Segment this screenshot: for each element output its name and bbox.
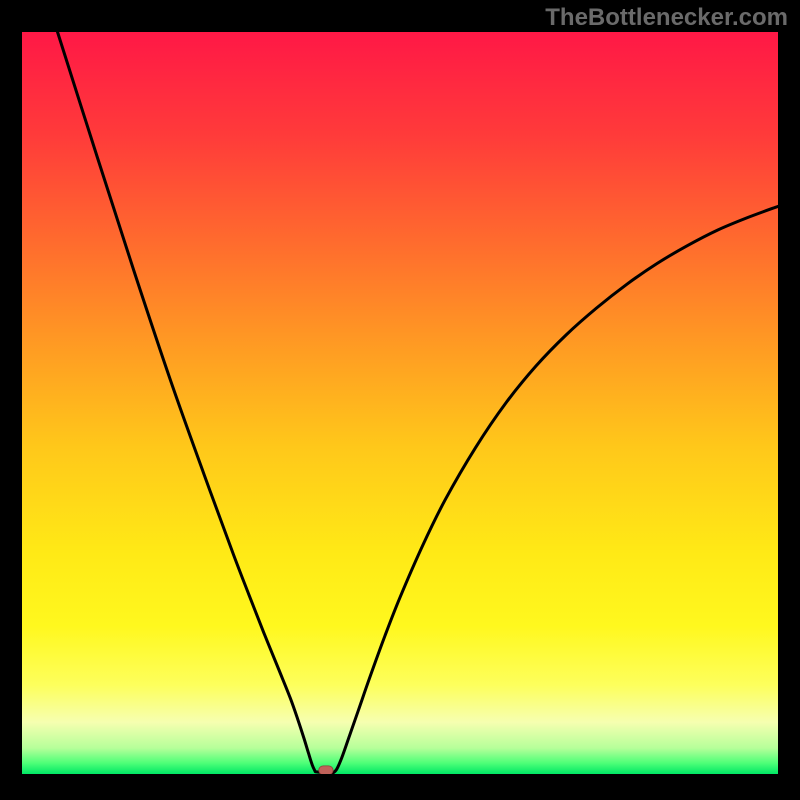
watermark-text: TheBottlenecker.com [545,4,788,32]
bottleneck-curve [58,32,778,774]
optimum-marker [319,766,333,774]
curve-layer [22,32,778,774]
plot-area [22,32,778,774]
chart-frame [0,0,800,800]
